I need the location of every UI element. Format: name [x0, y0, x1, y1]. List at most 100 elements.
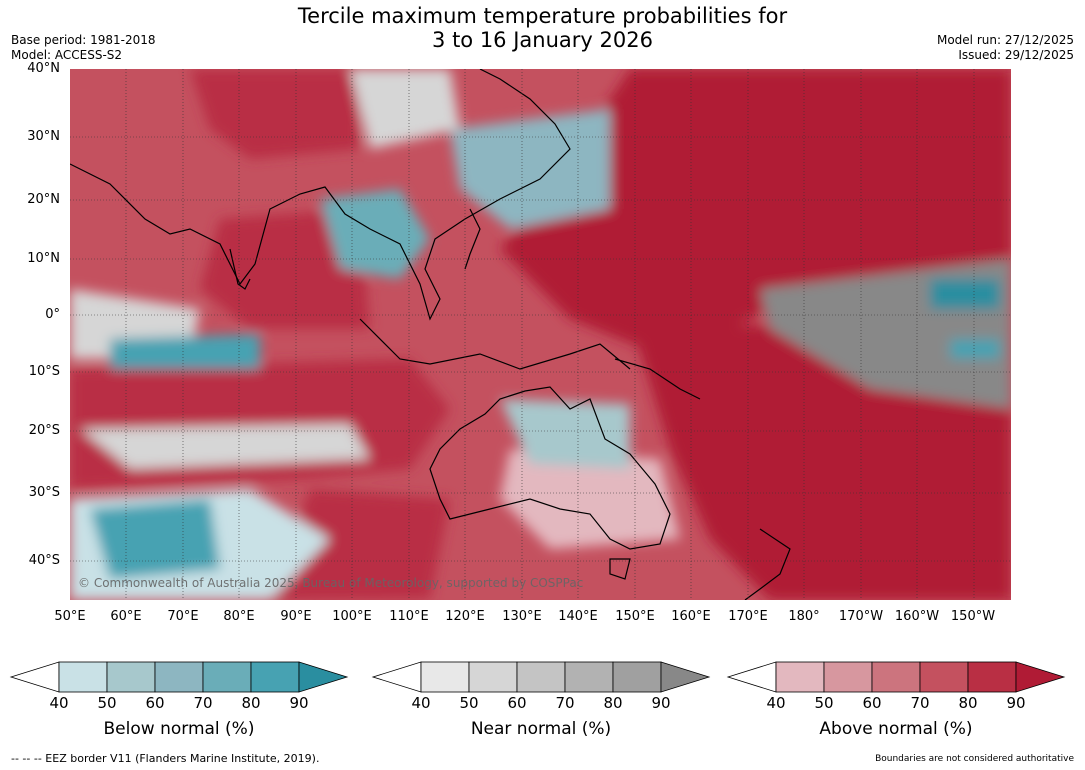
map-svg [70, 69, 1011, 600]
meta-right: Model run: 27/12/2025 Issued: 29/12/2025 [937, 33, 1074, 63]
cbar-near-swatch [420, 661, 470, 693]
cbar-tick: 40 [49, 694, 69, 712]
cbar-tick: 90 [289, 694, 309, 712]
indian-ocean-above [70, 359, 450, 489]
title-line-1: Tercile maximum temperature probabilitie… [297, 4, 788, 28]
asia-coastline [70, 69, 571, 321]
cbar-below-swatch [202, 661, 252, 693]
model-name: Model: ACCESS-S2 [11, 48, 123, 62]
lon-tick: 120°E [445, 609, 485, 624]
new-guinea-outline [614, 358, 701, 400]
cbar-above-swatch [823, 661, 873, 693]
lon-tick: 130°E [502, 609, 542, 624]
legend-above-label: Above normal (%) [819, 719, 973, 739]
lat-tick: 40°S [28, 553, 60, 568]
meta-left: Base period: 1981-2018 Model: ACCESS-S2 [11, 33, 156, 63]
lat-tick: 40°N [27, 61, 60, 76]
cbar-tick: 40 [411, 694, 431, 712]
cbar-tick: 90 [651, 694, 671, 712]
philippines-outline [464, 208, 481, 270]
cbar-tick: 80 [241, 694, 261, 712]
lon-tick: 90°E [280, 609, 312, 624]
graticule [70, 69, 1011, 600]
cbar-near-swatch [516, 661, 566, 693]
sri-lanka-outline [229, 248, 251, 290]
lon-tick: 140°E [558, 609, 598, 624]
title-line-2: 3 to 16 January 2026 [432, 28, 653, 52]
cbar-above-start-cap [726, 661, 777, 693]
bay-of-bengal-above [200, 209, 370, 329]
below-normal-indochina [320, 189, 430, 279]
below-normal-indian-strip [110, 334, 260, 369]
cbar-below-swatch [250, 661, 300, 693]
probability-field [70, 69, 1011, 600]
legend-below-label: Below normal (%) [103, 719, 255, 739]
colorbar-above [726, 661, 1066, 693]
lon-tick: 70°E [167, 609, 199, 624]
cbar-tick: 80 [958, 694, 978, 712]
indonesia-outline [359, 318, 631, 370]
cbar-near-start-cap [371, 661, 422, 693]
lon-tick: 60°E [110, 609, 142, 624]
cbar-tick: 70 [555, 694, 575, 712]
cbar-above-swatch [919, 661, 969, 693]
cbar-above-swatch [967, 661, 1017, 693]
cbar-below-swatch [58, 661, 108, 693]
lat-tick: 10°N [27, 251, 60, 266]
cbar-tick: 90 [1006, 694, 1026, 712]
lon-tick: 50°E [54, 609, 86, 624]
colorbar-below [9, 661, 349, 693]
below-normal-pacific-patch [950, 339, 1000, 359]
cbar-near-end-cap [660, 661, 711, 693]
model-run: Model run: 27/12/2025 [936, 33, 1074, 47]
below-normal-equatorial-pacific [930, 279, 1000, 309]
copyright-notice: © Commonwealth of Australia 2025, Bureau… [78, 576, 584, 590]
below-normal-southwest [90, 499, 220, 579]
cbar-below-end-cap [298, 661, 349, 693]
cbar-tick: 60 [145, 694, 165, 712]
himalaya-above [190, 69, 360, 159]
cbar-tick: 60 [507, 694, 527, 712]
near-normal-tibet [350, 69, 460, 149]
new-zealand-outline [744, 528, 791, 600]
lon-tick: 160°W [894, 609, 940, 624]
land-outlines [70, 69, 791, 600]
cbar-tick: 70 [910, 694, 930, 712]
southern-indian-above [270, 489, 450, 600]
issued-date: Issued: 29/12/2025 [958, 48, 1074, 62]
lat-tick: 0° [45, 307, 60, 322]
cbar-tick: 50 [459, 694, 479, 712]
lat-tick: 30°S [28, 485, 60, 500]
tasmania-outline [609, 558, 631, 580]
cbar-tick: 60 [862, 694, 882, 712]
boundaries-disclaimer: Boundaries are not considered authoritat… [875, 754, 1074, 764]
cbar-tick: 70 [193, 694, 213, 712]
eez-note: -- -- -- EEZ border V11 (Flanders Marine… [11, 752, 320, 765]
lon-tick: 100°E [332, 609, 372, 624]
colorbar-near [371, 661, 711, 693]
cbar-tick: 80 [603, 694, 623, 712]
map-area: © Commonwealth of Australia 2025, Bureau… [70, 69, 1011, 600]
lon-tick: 80°E [223, 609, 255, 624]
lat-tick: 30°N [27, 129, 60, 144]
map-title: Tercile maximum temperature probabilitie… [0, 4, 1085, 52]
lat-tick: 10°S [28, 364, 60, 379]
lon-tick: 160°E [671, 609, 711, 624]
lat-tick: 20°S [28, 423, 60, 438]
below-normal-north-australia [500, 399, 630, 469]
cbar-above-swatch [871, 661, 921, 693]
legend-near-label: Near normal (%) [470, 719, 612, 739]
cbar-below-start-cap [9, 661, 60, 693]
lon-tick: 180° [788, 609, 820, 624]
cbar-tick: 50 [97, 694, 117, 712]
cbar-above-swatch [775, 661, 825, 693]
below-normal-china [450, 109, 610, 229]
lat-tick: 20°N [27, 192, 60, 207]
cbar-tick: 40 [766, 694, 786, 712]
base-period: Base period: 1981-2018 [11, 33, 156, 47]
lon-tick: 110°E [389, 609, 429, 624]
lon-tick: 170°E [728, 609, 768, 624]
lon-tick: 170°W [838, 609, 884, 624]
cbar-near-swatch [612, 661, 662, 693]
cbar-below-swatch [106, 661, 156, 693]
